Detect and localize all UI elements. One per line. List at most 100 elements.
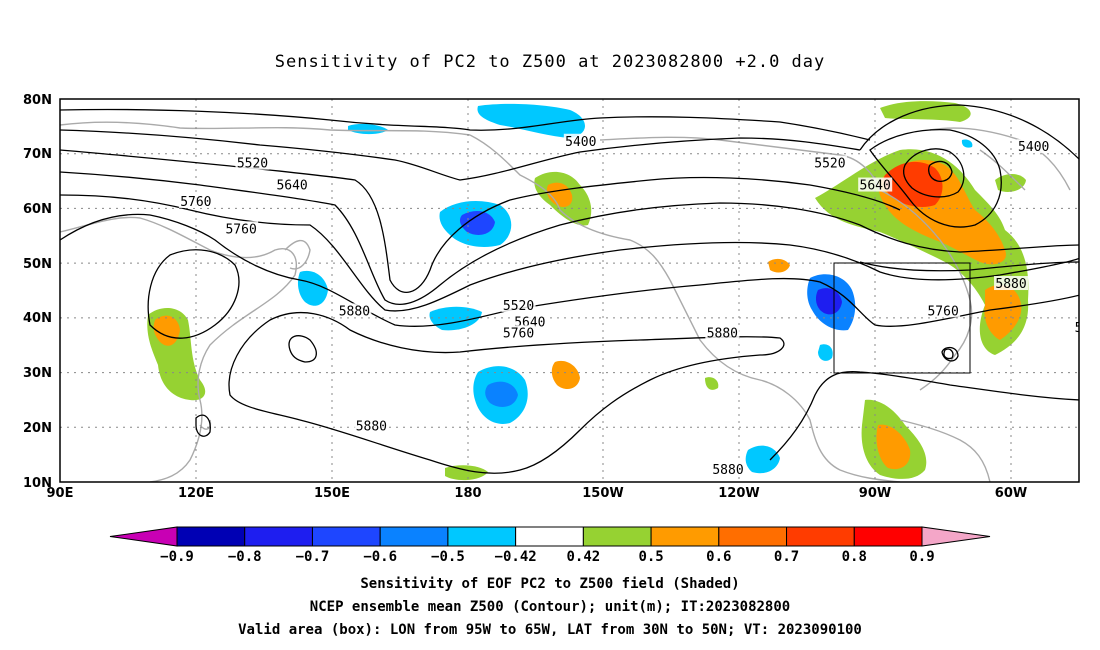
contour-label: 5520	[235, 155, 270, 172]
lat-tick-label: 70N	[23, 147, 52, 162]
colorbar-label: 0.5	[638, 549, 663, 565]
contour-label: 5760	[501, 325, 536, 341]
negative-patch-central-pacific-dark	[485, 381, 518, 407]
negative-patch-arctic-2	[348, 123, 388, 135]
caption-line-3: Valid area (box): LON from 95W to 65W, L…	[238, 622, 862, 638]
contour-label-text: 5520	[814, 157, 845, 172]
colorbar-label: 0.6	[706, 549, 731, 565]
colorbar-label: 0.42	[567, 549, 601, 565]
lon-axis: 90E 120E 150E 180 150W 120W 90W 60W	[47, 486, 1028, 501]
contour-label-text: 5760	[927, 304, 958, 319]
colorbar-swatch	[244, 526, 313, 547]
positive-patch-baja	[705, 377, 719, 390]
figure-title: Sensitivity of PC2 to Z500 at 2023082800…	[275, 52, 826, 72]
contour-label-text: 5880	[712, 463, 743, 478]
colorbar-high-arrow	[921, 526, 991, 547]
colorbar-label: −0.6	[363, 549, 397, 565]
contour-label: 5520	[501, 297, 536, 314]
contour-label-text: 5880	[339, 304, 370, 319]
lat-tick-label: 50N	[23, 257, 52, 272]
lat-tick-label: 40N	[23, 311, 52, 326]
valid-area-box	[833, 262, 971, 374]
contour-label: 5880	[337, 303, 372, 319]
colorbar-swatch	[582, 526, 652, 547]
positive-patch-rockies	[768, 258, 790, 273]
contour-label-text: 5760	[503, 326, 534, 341]
lat-tick-label: 60N	[23, 202, 52, 217]
caption-line-1: Sensitivity of EOF PC2 to Z500 field (Sh…	[360, 576, 739, 592]
lat-tick-label: 30N	[23, 366, 52, 381]
contour-label: 5760	[178, 193, 213, 210]
lon-tick-label: 90W	[859, 486, 891, 501]
positive-patch-alaska-orange	[546, 182, 573, 207]
lon-tick-label: 150W	[582, 486, 623, 501]
contour-label-text: 5520	[237, 157, 268, 172]
colorbar-label: −0.42	[495, 549, 537, 565]
contour-label-text: 5880	[356, 419, 387, 434]
colorbar-label: −0.5	[431, 549, 465, 565]
map-area: 5400540055205520564056405760576052805400…	[60, 99, 1100, 482]
lon-tick-label: 150E	[314, 486, 350, 501]
negative-patch-midwest-dark	[815, 288, 842, 315]
contour-label: 5520	[812, 155, 847, 172]
colorbar-label: −0.7	[296, 549, 330, 565]
colorbar-swatch	[786, 526, 855, 547]
contour-labels: 5400540055205520564056405760576052805400…	[178, 133, 1100, 478]
colorbar-swatch	[515, 526, 584, 547]
colorbar-label: −0.8	[228, 549, 262, 565]
colorbar-swatch	[650, 526, 720, 547]
colorbar-label: −0.9	[160, 549, 194, 565]
negative-patch-bering-dark	[459, 210, 495, 235]
contour-label: 5880	[354, 418, 389, 434]
contour-label-text: 5880	[707, 326, 738, 341]
positive-patch-greenland	[995, 174, 1026, 192]
lat-tick-label: 80N	[23, 93, 52, 108]
contour-label-text: 5760	[225, 222, 256, 237]
contour-label: 5400	[563, 133, 598, 150]
colorbar-label: 0.9	[909, 549, 934, 565]
lon-tick-label: 60W	[995, 486, 1027, 501]
contour-label-text: 5640	[276, 179, 307, 194]
colorbar-label: 0.8	[842, 549, 867, 565]
colorbar-swatch	[853, 526, 923, 547]
contour-label: 5640	[275, 177, 310, 194]
colorbar-swatch	[447, 526, 517, 547]
negative-patch-gulf	[818, 344, 833, 361]
contour-label: 5640	[858, 177, 893, 194]
colorbar: −0.9 −0.8 −0.7 −0.6 −0.5 −0.42 0.42 0.5 0.6 0.7 0.…	[109, 526, 991, 565]
contour-label-text: 5400	[1018, 140, 1049, 155]
colorbar-swatch	[311, 526, 381, 547]
contour-label: 5760	[1073, 319, 1100, 336]
contour-label: 5400	[1016, 139, 1051, 155]
positive-patch-pacific	[551, 360, 580, 390]
lon-tick-label: 120W	[718, 486, 759, 501]
caption-line-2: NCEP ensemble mean Z500 (Contour); unit(…	[310, 599, 790, 615]
positive-patch-atlantic	[984, 284, 1022, 340]
positive-patch-eastern-canada	[815, 149, 1029, 355]
colorbar-swatch	[176, 526, 246, 547]
negative-patch-japan	[297, 270, 328, 306]
contour-label-text: 5640	[860, 179, 891, 194]
lat-tick-label: 20N	[23, 421, 52, 436]
positive-patch-gulf-orange	[876, 424, 911, 470]
contour-label: 5880	[711, 462, 746, 478]
colorbar-swatch	[718, 526, 788, 547]
lon-tick-label: 180	[454, 486, 481, 501]
colorbar-swatch	[379, 526, 449, 547]
contour-label-text: 5760	[180, 195, 211, 210]
contour-label: 5760	[224, 221, 259, 237]
contour-label: 5880	[994, 276, 1029, 292]
contour-label-text: 5880	[995, 277, 1026, 292]
lon-tick-label: 120E	[178, 486, 214, 501]
sensitivity-shading	[147, 101, 1029, 481]
map-frame	[59, 98, 1080, 483]
footer-captions: Sensitivity of EOF PC2 to Z500 field (Sh…	[238, 576, 862, 638]
colorbar-label: 0.7	[774, 549, 799, 565]
contour-label: 5760	[926, 303, 961, 319]
positive-patch-hawaii	[445, 465, 488, 481]
colorbar-low-arrow	[109, 526, 178, 547]
contour-label-text: 5760	[1075, 321, 1100, 336]
contour-label: 5880	[705, 325, 740, 341]
lon-tick-label: 90E	[47, 486, 74, 501]
lat-axis: 80N 70N 60N 50N 40N 30N 20N 10N	[23, 93, 52, 491]
